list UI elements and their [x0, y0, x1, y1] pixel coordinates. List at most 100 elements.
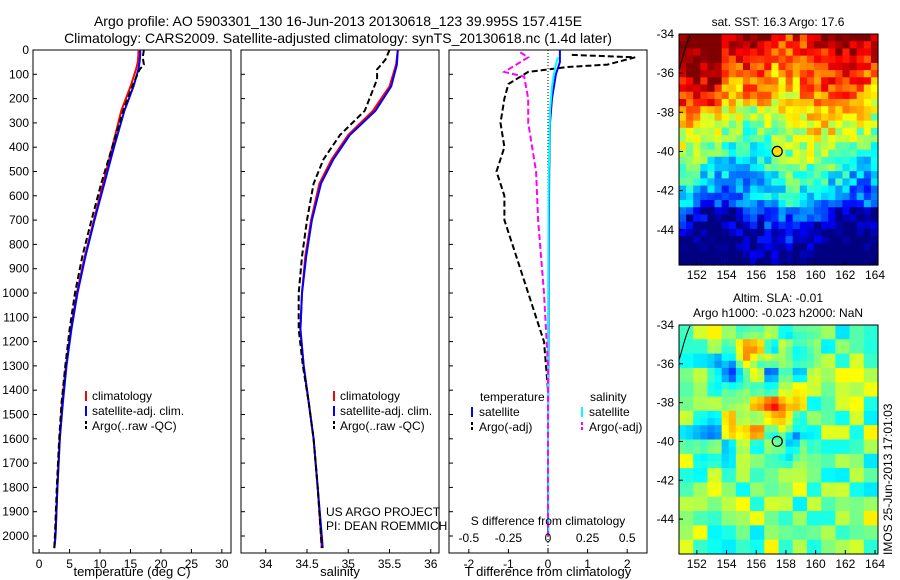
sst-map-cell — [778, 228, 787, 237]
sla-map-cell — [771, 546, 780, 555]
sla-map-cell — [742, 518, 751, 526]
sla-map-cell — [771, 518, 780, 526]
sla-map-cell — [686, 489, 694, 498]
sla-map-cell — [735, 446, 744, 455]
sst-map-cell — [814, 142, 822, 151]
sla-map-cell — [785, 389, 794, 398]
sst-map-cell — [799, 55, 808, 64]
sst-map-cell — [870, 221, 879, 230]
sst-map-cell — [735, 192, 744, 201]
sst-map-cell — [814, 178, 822, 187]
sst-map-cell — [828, 171, 836, 179]
sst-map-cell — [806, 84, 815, 93]
sla-map-cell — [750, 503, 758, 512]
sst-map-cell — [771, 127, 780, 136]
sla-map-cell — [700, 446, 709, 455]
sst-map-cell — [821, 207, 829, 216]
sst-map-cell — [863, 84, 872, 93]
sla-map-cell — [757, 503, 765, 512]
sla-map-cell — [863, 482, 872, 491]
sst-map-cell — [870, 113, 879, 122]
sla-map-cell — [728, 418, 737, 426]
sla-map-cell — [742, 396, 751, 405]
sst-map-cell — [799, 236, 808, 244]
sst-map-cell — [735, 34, 744, 42]
sst-map-cell — [785, 98, 794, 107]
sst-map-cell — [686, 106, 694, 115]
sla-map-cell — [792, 511, 801, 519]
sla-map-cell — [707, 518, 716, 526]
difference-series-1 — [495, 53, 636, 536]
sst-map-cell — [778, 221, 787, 230]
sst-map-cell — [750, 120, 758, 129]
sst-map-cell — [863, 250, 872, 259]
sla-map-cell — [778, 432, 787, 441]
sla-map-cell — [735, 425, 744, 433]
sst-map-cell — [757, 55, 765, 64]
sst-map-cell — [721, 163, 730, 172]
sst-map-cell — [764, 127, 772, 136]
sla-map-cell — [856, 389, 865, 398]
sst-map-cell — [714, 243, 723, 252]
sla-map-cell — [863, 439, 872, 448]
sst-map-cell — [735, 163, 744, 172]
sst-map-cell — [728, 257, 737, 266]
sst-map-xtick-label-2: 156 — [746, 268, 766, 282]
sst-map-cell — [785, 250, 794, 259]
sst-map-cell — [750, 34, 758, 42]
sst-map-cell — [785, 178, 794, 187]
sla-map-cell — [778, 518, 787, 526]
sla-map-cell — [842, 489, 851, 498]
sla-map-cell — [842, 432, 851, 441]
sst-map-cell — [856, 98, 865, 107]
header-line2: Climatology: CARS2009. Satellite-adjuste… — [64, 30, 612, 46]
sla-map-cell — [785, 525, 794, 534]
depth-tick-label-7: 700 — [9, 213, 29, 227]
sla-map-cell — [686, 339, 694, 348]
sst-map-cell — [721, 62, 730, 71]
sla-map-cell — [757, 339, 765, 348]
sst-map-cell — [835, 171, 844, 179]
difference-series-3 — [501, 51, 549, 536]
sst-map-cell — [849, 257, 858, 266]
sst-map-ytick-label-1: -36 — [657, 66, 675, 80]
sst-map-cell — [735, 135, 744, 143]
sla-map-cell — [764, 375, 772, 383]
sst-map-cell — [806, 207, 815, 216]
sla-map-cell — [799, 332, 808, 340]
sst-map-cell — [799, 70, 808, 78]
sla-map-cell — [778, 375, 787, 383]
sla-map-cell — [686, 453, 694, 462]
sla-map-cell — [821, 546, 829, 555]
sla-map-cell — [679, 503, 687, 512]
sst-map-cell — [693, 221, 701, 230]
sla-map-cell — [828, 396, 836, 405]
sla-map-cell — [778, 460, 787, 469]
sla-map-cell — [757, 446, 765, 455]
sst-map-cell — [842, 62, 851, 71]
sst-map-cell — [750, 192, 758, 201]
sst-map-cell — [700, 84, 709, 93]
sla-map-cell — [728, 439, 737, 448]
sla-map-cell — [728, 375, 737, 383]
sst-map-cell — [842, 243, 851, 252]
sst-map-cell — [700, 163, 709, 172]
sla-map-cell — [771, 525, 780, 534]
sla-map-cell — [785, 460, 794, 469]
sst-map-frame — [678, 33, 879, 266]
sst-map-cell — [792, 163, 801, 172]
sst-map-cell — [842, 214, 851, 223]
sst-map-cell — [728, 98, 737, 107]
sla-map-cell — [735, 539, 744, 548]
sla-map-cell — [686, 375, 694, 383]
sla-map-cell — [856, 425, 865, 433]
sst-map-cell — [863, 185, 872, 194]
sla-map-cell — [863, 546, 872, 555]
sla-map-cell — [707, 453, 716, 462]
sst-map-cell — [735, 70, 744, 78]
sst-map-cell — [707, 149, 716, 158]
sla-map-cell — [728, 346, 737, 355]
sst-map-cell — [750, 149, 758, 158]
sla-map-cell — [835, 339, 844, 348]
salinity-panel: 34 34.5 35 35.5 36 salinity climatologysatel… — [240, 49, 447, 579]
